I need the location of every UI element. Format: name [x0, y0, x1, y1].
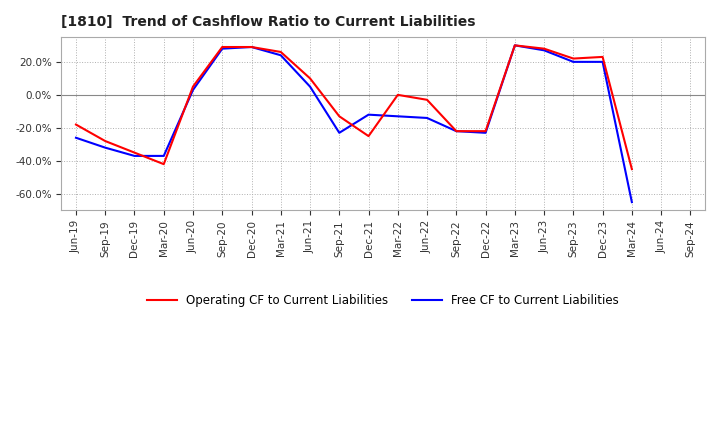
- Operating CF to Current Liabilities: [510, 43, 519, 48]
- Operating CF to Current Liabilities: [423, 97, 431, 103]
- Legend: Operating CF to Current Liabilities, Free CF to Current Liabilities: Operating CF to Current Liabilities, Fre…: [143, 289, 624, 312]
- Operating CF to Current Liabilities: [159, 161, 168, 167]
- Operating CF to Current Liabilities: [276, 49, 285, 55]
- Operating CF to Current Liabilities: [247, 44, 256, 50]
- Operating CF to Current Liabilities: [598, 54, 607, 59]
- Operating CF to Current Liabilities: [218, 44, 227, 50]
- Free CF to Current Liabilities: [364, 112, 373, 117]
- Operating CF to Current Liabilities: [394, 92, 402, 98]
- Operating CF to Current Liabilities: [72, 122, 81, 127]
- Free CF to Current Liabilities: [276, 53, 285, 58]
- Free CF to Current Liabilities: [569, 59, 577, 65]
- Line: Free CF to Current Liabilities: Free CF to Current Liabilities: [76, 45, 632, 202]
- Operating CF to Current Liabilities: [101, 139, 109, 144]
- Operating CF to Current Liabilities: [130, 150, 139, 155]
- Operating CF to Current Liabilities: [628, 166, 636, 172]
- Free CF to Current Liabilities: [72, 135, 81, 140]
- Line: Operating CF to Current Liabilities: Operating CF to Current Liabilities: [76, 45, 632, 169]
- Operating CF to Current Liabilities: [335, 114, 343, 119]
- Operating CF to Current Liabilities: [452, 128, 461, 134]
- Operating CF to Current Liabilities: [364, 133, 373, 139]
- Free CF to Current Liabilities: [189, 87, 197, 92]
- Free CF to Current Liabilities: [306, 84, 315, 89]
- Free CF to Current Liabilities: [394, 114, 402, 119]
- Operating CF to Current Liabilities: [189, 84, 197, 89]
- Text: [1810]  Trend of Cashflow Ratio to Current Liabilities: [1810] Trend of Cashflow Ratio to Curren…: [61, 15, 476, 29]
- Free CF to Current Liabilities: [101, 145, 109, 150]
- Operating CF to Current Liabilities: [306, 76, 315, 81]
- Free CF to Current Liabilities: [598, 59, 607, 65]
- Free CF to Current Liabilities: [452, 128, 461, 134]
- Free CF to Current Liabilities: [540, 48, 549, 53]
- Free CF to Current Liabilities: [335, 130, 343, 136]
- Free CF to Current Liabilities: [159, 153, 168, 158]
- Free CF to Current Liabilities: [628, 199, 636, 205]
- Free CF to Current Liabilities: [247, 44, 256, 50]
- Free CF to Current Liabilities: [130, 153, 139, 158]
- Free CF to Current Liabilities: [423, 115, 431, 121]
- Free CF to Current Liabilities: [218, 46, 227, 51]
- Operating CF to Current Liabilities: [569, 56, 577, 61]
- Free CF to Current Liabilities: [510, 43, 519, 48]
- Free CF to Current Liabilities: [481, 130, 490, 136]
- Operating CF to Current Liabilities: [481, 128, 490, 134]
- Operating CF to Current Liabilities: [540, 46, 549, 51]
